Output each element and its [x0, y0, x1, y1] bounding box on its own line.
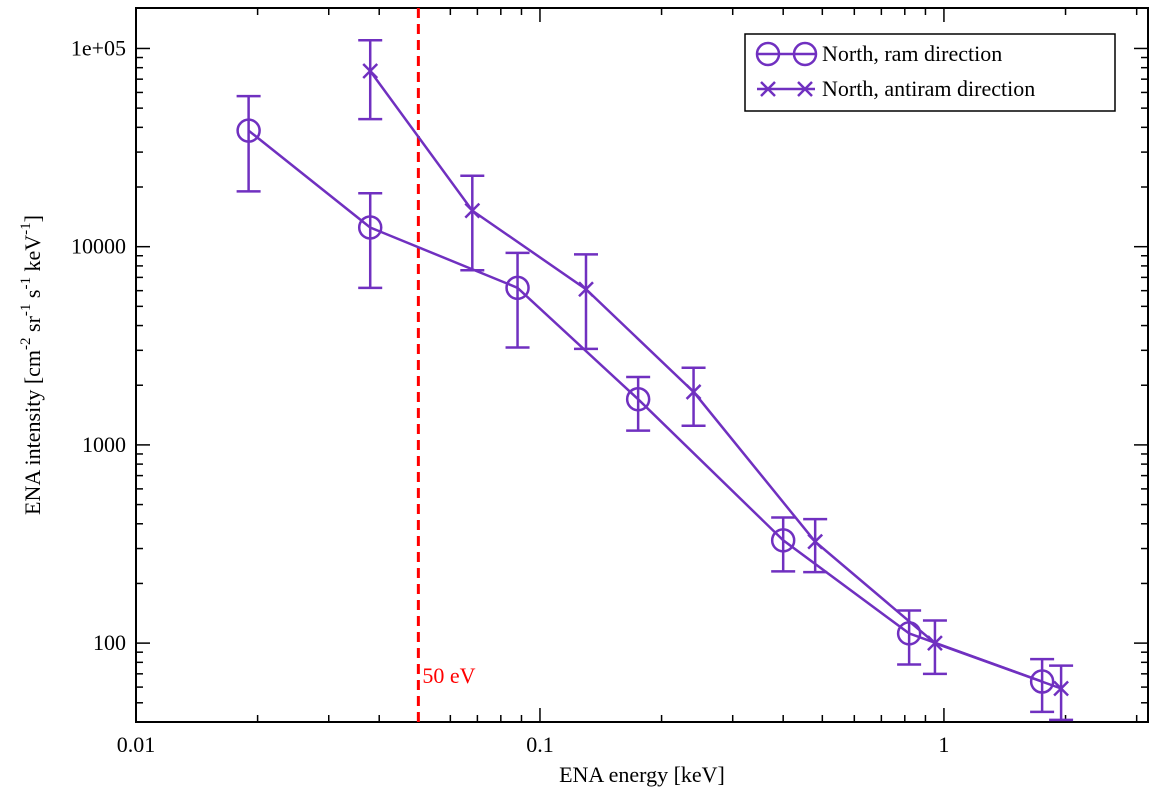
x-marker-stroke [760, 81, 776, 97]
x-axis-title: ENA energy [keV] [559, 762, 725, 787]
x-marker-stroke [685, 384, 702, 400]
y-axis-title-part: sr [20, 315, 45, 337]
data-point-circle [770, 528, 796, 553]
x-marker-stroke [927, 635, 943, 652]
data-point-x [1053, 680, 1069, 697]
series-layer [236, 39, 1074, 722]
y-axis-title-part: ENA intensity [cm [20, 350, 45, 515]
series-antiram [358, 39, 1074, 722]
x-tick-label: 0.1 [526, 732, 554, 757]
data-point-x [578, 281, 594, 298]
x-marker-stroke [578, 281, 594, 298]
legend: North, ram direction North, antiram direc… [744, 33, 1116, 112]
y-axis-title-sup: -1 [18, 277, 34, 290]
legend-marker-circle [755, 41, 781, 67]
data-point-circle [357, 215, 383, 240]
y-axis-title-sup: -1 [18, 304, 34, 317]
error-bar [897, 609, 922, 666]
y-tick-label: 1e+05 [71, 35, 126, 60]
error-bar [681, 366, 706, 427]
legend-marker-x [760, 81, 776, 97]
data-point-circle [625, 386, 651, 412]
error-bar [1030, 657, 1055, 714]
y-tick-label: 10000 [71, 234, 126, 259]
error-bar [358, 39, 383, 121]
x-marker-stroke [464, 202, 481, 219]
error-bar [358, 192, 383, 290]
data-point-circle [1029, 669, 1055, 694]
data-point-x [927, 635, 943, 652]
y-axis-ticks: 100 1000 10000 1e+05 [71, 35, 1148, 723]
x-tick-label: 1 [938, 732, 949, 757]
legend-marker-circle [792, 41, 818, 67]
x-marker-stroke [1053, 680, 1069, 697]
legend-entry: North, ram direction [755, 41, 1002, 67]
x-marker-stroke [807, 533, 824, 550]
data-point-circle [505, 275, 530, 301]
y-axis-title: ENA intensity [cm-2 sr-1 s-1 keV-1] [18, 215, 45, 515]
legend-entry: North, antiram direction [757, 76, 1035, 101]
x-marker-stroke [362, 63, 379, 79]
plot-area [135, 7, 1149, 723]
data-point-x [807, 533, 824, 550]
legend-box [744, 33, 1116, 112]
data-point-x [362, 63, 379, 79]
y-tick-label: 100 [93, 630, 126, 655]
annotations: 50 eV [416, 8, 476, 722]
error-bar [505, 251, 530, 349]
error-bar [1049, 664, 1074, 722]
error-bar [922, 619, 947, 676]
y-axis-title-part: ] [20, 215, 45, 222]
data-point-x [464, 202, 481, 219]
y-axis-title-sup: -2 [18, 337, 34, 350]
legend-label: North, antiram direction [822, 76, 1035, 101]
error-bar [803, 517, 828, 574]
data-point-x [685, 384, 702, 400]
legend-marker-x [797, 81, 813, 97]
y-axis-title-part: keV [20, 235, 45, 277]
series-ram [236, 94, 1055, 714]
error-bar [771, 516, 796, 573]
reference-line-label: 50 eV [422, 663, 475, 688]
y-axis-title-part: s [20, 290, 45, 304]
error-bar [626, 375, 651, 432]
data-point-circle [236, 118, 261, 143]
y-axis-title-sup: -1 [18, 222, 34, 235]
x-marker-stroke [797, 81, 813, 97]
error-bar [236, 94, 261, 193]
svg-text:ENA intensity [cm-2 sr-1 s-1 k: ENA intensity [cm-2 sr-1 s-1 keV-1] [18, 215, 45, 515]
error-bar [573, 253, 598, 351]
error-bar [460, 174, 485, 272]
x-axis-ticks: 0.01 0.1 1 [117, 8, 1138, 757]
legend-label: North, ram direction [822, 41, 1002, 66]
x-tick-label: 0.01 [117, 732, 156, 757]
y-tick-label: 1000 [82, 432, 126, 457]
